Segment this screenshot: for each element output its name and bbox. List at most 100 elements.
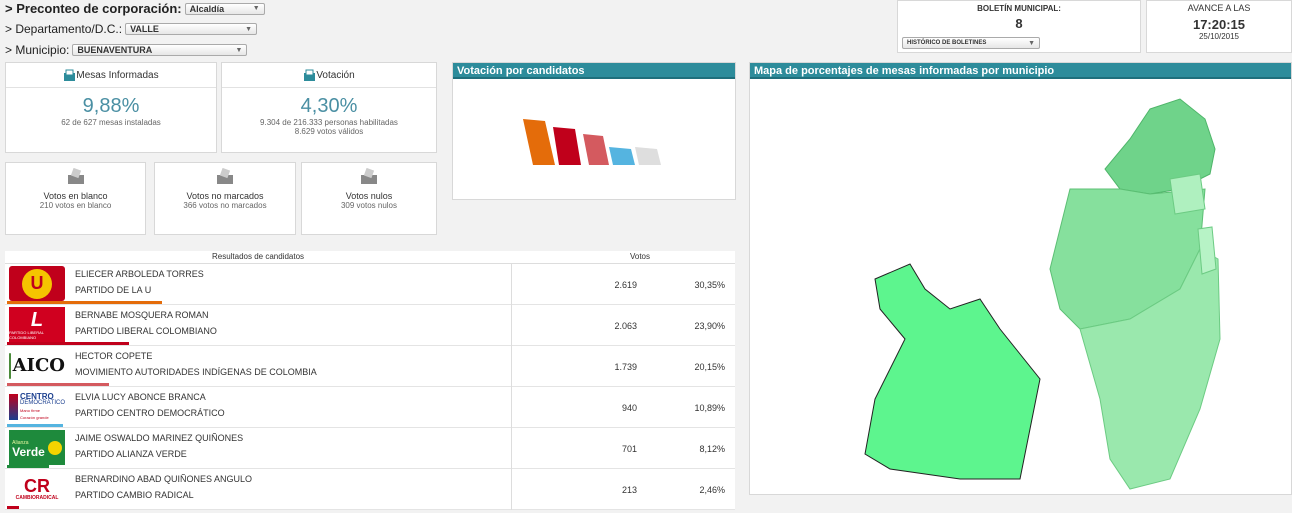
ballot-icon: [155, 167, 295, 190]
candidate-votes: 2.063: [614, 321, 637, 331]
nulos-title: Votos nulos: [345, 191, 393, 201]
party-name: MOVIMIENTO AUTORIDADES INDÍGENAS DE COLO…: [75, 367, 317, 377]
candidate-pct: 10,89%: [694, 403, 725, 413]
table-row: L PARTIDO LIBERAL COLOMBIANO BERNABE MOS…: [5, 305, 735, 346]
avance-label: AVANCE A LAS: [1187, 3, 1251, 13]
ballot-box-icon: [64, 69, 76, 81]
boletin-box: BOLETÍN MUNICIPAL: 8 HISTÓRICO DE BOLETI…: [897, 0, 1141, 53]
candidates-chart-title: Votación por candidatos: [453, 63, 735, 79]
logo-subtext: CAMBIORADICAL: [15, 494, 59, 501]
candidate-bar: [7, 301, 162, 304]
votacion-box: Votación 4,30% 9.304 de 216.333 personas…: [221, 62, 437, 153]
votacion-detail-1: 9.304 de 216.333 personas habilitadas: [260, 118, 398, 127]
table-row: CENTRO DEMOCRÁTICO Mano firme Corazón gr…: [5, 387, 735, 428]
departamento-row: > Departamento/D.C.: VALLE ▼: [5, 22, 258, 36]
logo-slogan: Mano firme Corazón grande: [20, 407, 49, 420]
candidate-pct: 23,90%: [694, 321, 725, 331]
logo-text: Verde: [12, 444, 45, 459]
candidate-bar: [7, 342, 130, 345]
logo-subtext: DEMOCRÁTICO: [20, 399, 65, 406]
map-region-north-small: [1169, 173, 1206, 215]
table-row: Alianza Verde JAIME OSWALDO MARINEZ QUIÑ…: [5, 428, 735, 469]
candidates-bar-chart: [523, 119, 661, 165]
centro-emblem-icon: [9, 393, 18, 420]
boletin-label: BOLETÍN MUNICIPAL:: [977, 4, 1061, 13]
table-row: U ELIECER ARBOLEDA TORRES PARTIDO DE LA …: [5, 264, 735, 305]
candidate-pct: 8,12%: [699, 444, 725, 454]
votacion-header: Votación: [222, 63, 436, 88]
column-separator: [511, 264, 512, 305]
party-name: PARTIDO CENTRO DEMOCRÁTICO: [75, 408, 225, 418]
chevron-down-icon: ▼: [1028, 39, 1035, 47]
avance-box: AVANCE A LAS 17:20:15 25/10/2015: [1146, 0, 1292, 53]
ballot-box-icon: [304, 69, 316, 81]
map-panel: Mapa de porcentajes de mesas informadas …: [749, 62, 1292, 495]
departamento-label: > Departamento/D.C.:: [5, 22, 123, 36]
votacion-title: Votación: [316, 69, 355, 81]
corporacion-label: > Preconteo de corporación:: [5, 1, 182, 16]
logo-subtext: Alianza: [12, 439, 29, 446]
table-row: CR CAMBIORADICAL BERNARDINO ABAD QUIÑONE…: [5, 469, 735, 510]
votacion-pct: 4,30%: [300, 95, 358, 117]
chart-bar-2: [553, 127, 581, 165]
ballot-icon: [302, 167, 436, 190]
candidate-votes: 701: [621, 444, 637, 454]
logo-text: CENTRO: [20, 391, 54, 401]
logo-text: L: [30, 308, 44, 331]
nomarcados-detail: 366 votos no marcados: [183, 201, 267, 210]
historico-select[interactable]: HISTÓRICO DE BOLETINES ▼: [902, 37, 1040, 49]
col-votes: Votos: [629, 252, 650, 261]
party-logo-u: U: [9, 266, 65, 301]
mesas-pct: 9,88%: [82, 95, 140, 117]
party-logo-liberal: L PARTIDO LIBERAL COLOMBIANO: [9, 307, 65, 342]
logo-text: U: [22, 268, 52, 299]
sunflower-icon: [47, 440, 62, 455]
candidate-bar: [7, 506, 20, 509]
logo-text: AICO: [12, 355, 65, 376]
chart-bar-5: [635, 147, 661, 165]
map-region-buenaventura: [864, 263, 1041, 480]
chevron-down-icon: ▼: [252, 5, 260, 12]
party-name: PARTIDO CAMBIO RADICAL: [75, 490, 194, 500]
party-name: PARTIDO ALIANZA VERDE: [75, 449, 187, 459]
municipio-select[interactable]: BUENAVENTURA ▼: [72, 44, 248, 56]
votacion-detail-2: 8.629 votos válidos: [294, 127, 364, 136]
departamento-value: VALLE: [130, 24, 159, 34]
chevron-down-icon: ▼: [235, 46, 243, 54]
candidate-pct: 20,15%: [694, 362, 725, 372]
chart-bar-3: [583, 134, 609, 165]
municipality-map: [864, 98, 1221, 490]
municipio-value: BUENAVENTURA: [77, 45, 153, 55]
column-separator: [511, 305, 512, 346]
boletin-number: 8: [1015, 16, 1023, 31]
map-region-east-small: [1197, 226, 1217, 275]
candidate-bar: [7, 424, 63, 427]
aico-emblem-icon: [9, 352, 11, 379]
map-title: Mapa de porcentajes de mesas informadas …: [750, 63, 1291, 79]
blanco-detail: 210 votos en blanco: [39, 201, 112, 210]
party-logo-centro: CENTRO DEMOCRÁTICO Mano firme Corazón gr…: [9, 389, 65, 424]
mesas-box: Mesas Informadas 9,88% 62 de 627 mesas i…: [5, 62, 217, 153]
departamento-select[interactable]: VALLE ▼: [125, 23, 258, 35]
column-separator: [511, 346, 512, 387]
corporacion-value: Alcaldía: [189, 3, 225, 14]
blanco-title: Votos en blanco: [43, 191, 108, 201]
avance-date: 25/10/2015: [1198, 32, 1240, 41]
municipio-label: > Municipio:: [5, 43, 70, 57]
blanco-box: Votos en blanco 210 votos en blanco: [5, 162, 146, 235]
candidates-chart-panel: Votación por candidatos: [452, 62, 736, 200]
corporacion-select[interactable]: Alcaldía ▼: [184, 2, 265, 15]
nomarcados-title: Votos no marcados: [186, 191, 264, 201]
municipio-row: > Municipio: BUENAVENTURA ▼: [5, 43, 248, 57]
nulos-detail: 309 votos nulos: [340, 201, 398, 210]
historico-label: HISTÓRICO DE BOLETINES: [907, 40, 987, 46]
candidate-votes: 1.739: [614, 362, 637, 372]
party-name: PARTIDO LIBERAL COLOMBIANO: [75, 326, 217, 336]
mesas-title: Mesas Informadas: [76, 69, 159, 81]
candidate-votes: 2.619: [614, 280, 637, 290]
chevron-down-icon: ▼: [245, 25, 253, 33]
party-logo-cambio: CR CAMBIORADICAL: [9, 471, 65, 506]
candidate-name: JAIME OSWALDO MARINEZ QUIÑONES: [75, 433, 244, 443]
candidate-pct: 30,35%: [694, 280, 725, 290]
column-separator: [511, 469, 512, 510]
